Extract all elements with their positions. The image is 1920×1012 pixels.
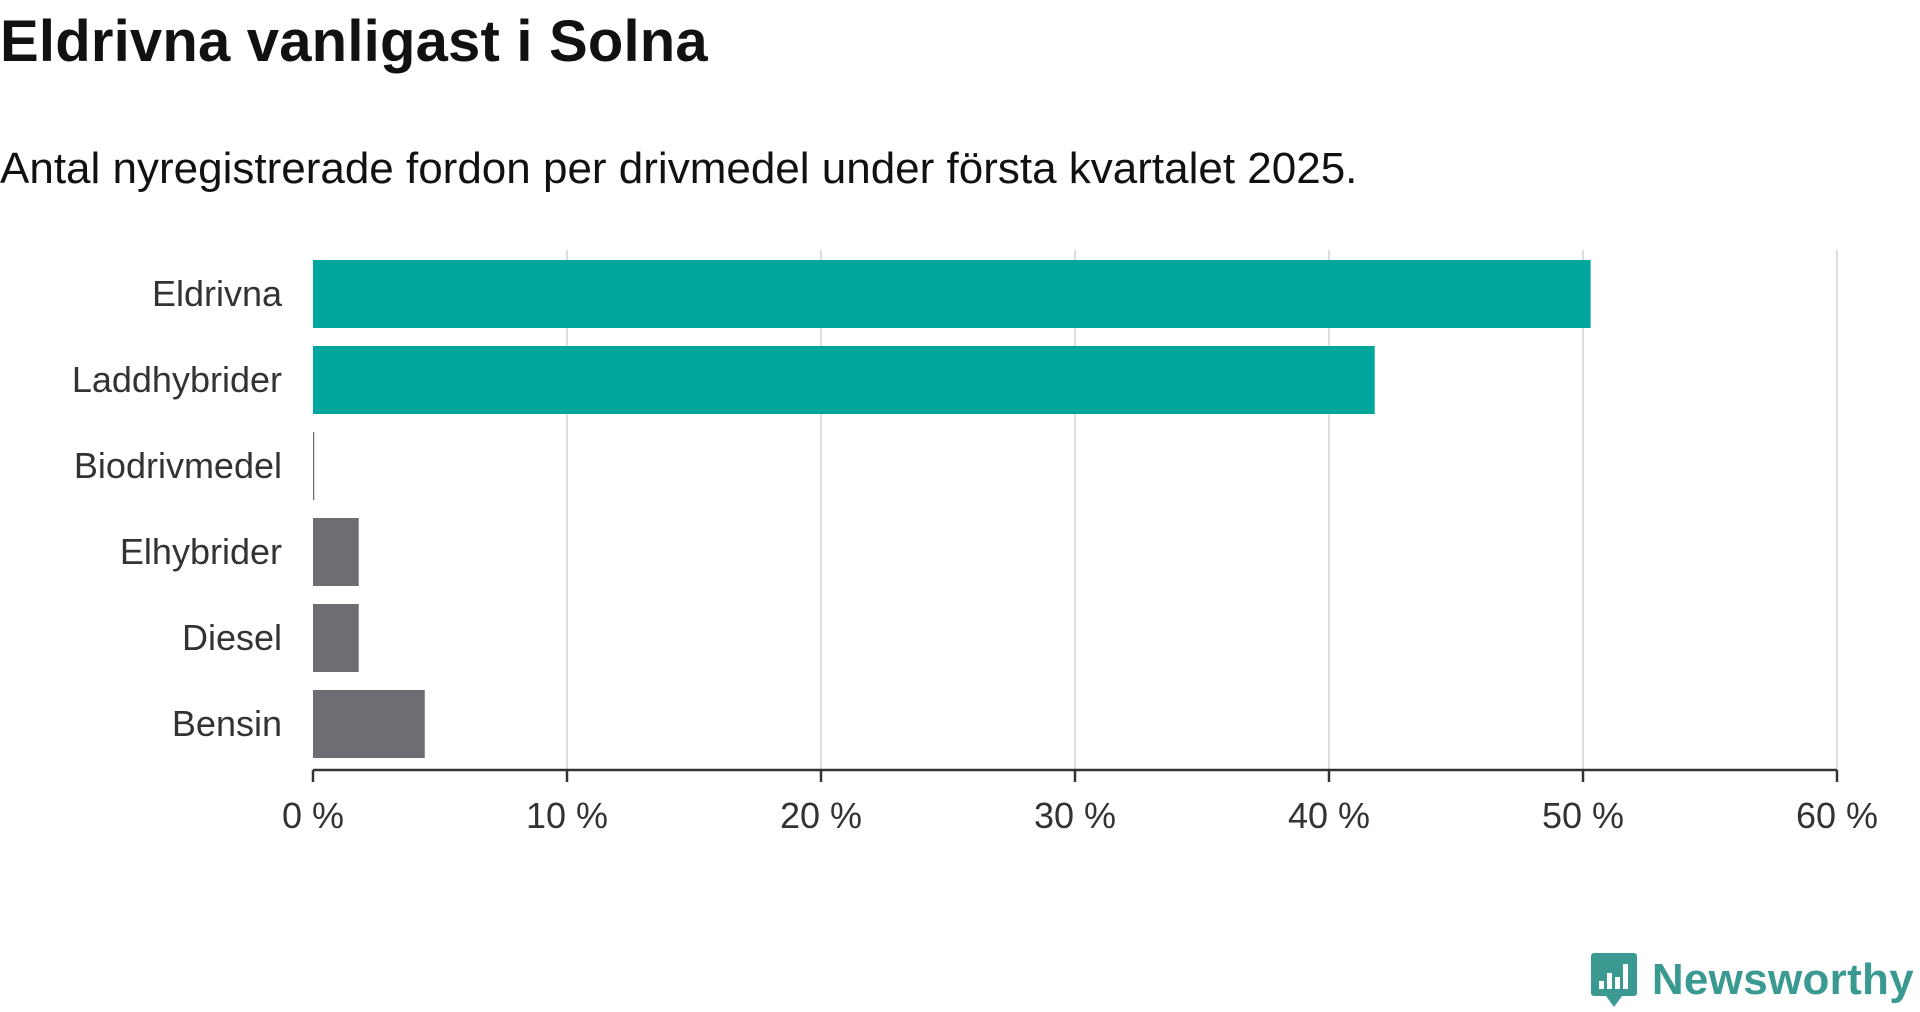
bar <box>313 518 359 586</box>
bars <box>313 260 1591 758</box>
brand: Newsworthy <box>1590 948 1914 1012</box>
category-label: Laddhybrider <box>72 359 282 400</box>
bar <box>313 346 1375 414</box>
brand-name: Newsworthy <box>1651 955 1914 1004</box>
x-tick-label: 0 % <box>282 795 344 836</box>
category-label: Biodrivmedel <box>74 445 282 486</box>
x-tick-label: 10 % <box>526 795 608 836</box>
bar <box>313 260 1591 328</box>
category-label: Diesel <box>182 617 282 658</box>
bar <box>313 690 425 758</box>
chart-subtitle: Antal nyregistrerade fordon per drivmede… <box>0 144 1358 193</box>
bar <box>313 432 315 500</box>
x-tick-label: 60 % <box>1796 795 1878 836</box>
category-labels: Eldrivna Laddhybrider Biodrivmedel Elhybrid… <box>72 273 283 744</box>
category-label: Bensin <box>172 703 282 744</box>
x-tick-label: 30 % <box>1034 795 1116 836</box>
x-tick-label: 20 % <box>780 795 862 836</box>
category-label: Eldrivna <box>152 273 283 314</box>
bar <box>313 604 359 672</box>
category-label: Elhybrider <box>120 531 282 572</box>
bar-chart-speech-bubble-icon <box>1590 953 1637 1007</box>
x-axis: 0 % 10 % 20 % 30 % 40 % 50 % 60 % <box>282 768 1878 836</box>
x-tick-label: 50 % <box>1542 795 1624 836</box>
gridlines <box>566 250 1838 770</box>
x-tick-label: 40 % <box>1288 795 1370 836</box>
chart-title: Eldrivna vanligast i Solna <box>0 9 708 74</box>
